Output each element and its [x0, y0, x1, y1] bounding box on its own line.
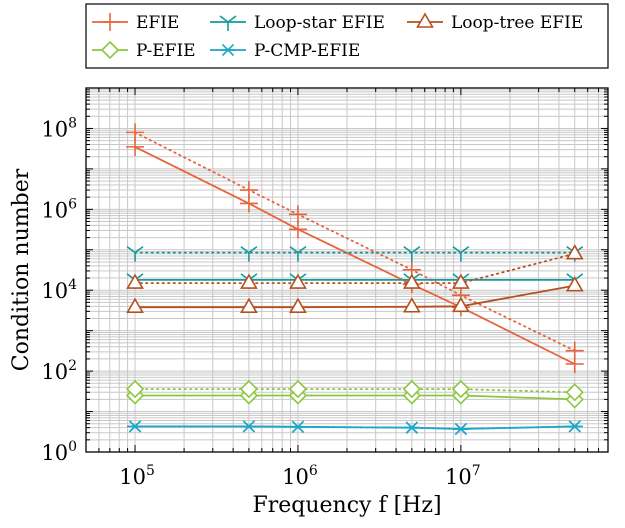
- triangle-marker: [402, 273, 421, 289]
- y-tick-label: 100: [41, 439, 77, 465]
- y-tick-label: 106: [41, 196, 77, 222]
- series-line: [135, 394, 575, 401]
- series-7: [125, 379, 584, 402]
- y-tick-label: 102: [41, 358, 77, 384]
- x-tick-label: 107: [445, 463, 481, 489]
- legend-item: P-CMP-EFIE: [210, 41, 360, 61]
- triangle-marker: [416, 12, 434, 28]
- diamond-marker: [451, 379, 471, 399]
- triangle-marker: [126, 273, 144, 289]
- asterisk-marker: [289, 420, 306, 433]
- triangle-marker: [402, 297, 421, 313]
- plus-marker: [565, 341, 584, 360]
- diamond-marker: [565, 383, 584, 402]
- y-tick-label: 108: [41, 115, 77, 141]
- legend-label: P-CMP-EFIE: [254, 41, 360, 61]
- series-line: [134, 146, 576, 365]
- plus-marker: [126, 123, 145, 142]
- legend-label: Loop-tree EFIE: [451, 13, 583, 33]
- asterisk-marker: [566, 420, 583, 433]
- triangle-marker: [289, 273, 307, 289]
- series-2: [126, 273, 584, 289]
- series-9: [127, 420, 583, 436]
- diamond-marker: [402, 379, 421, 399]
- series-line: [135, 284, 575, 309]
- legend-item: P-EFIE: [92, 40, 196, 61]
- series-line: [134, 425, 576, 430]
- triangle-marker: [451, 296, 470, 313]
- tri-marker: [219, 15, 237, 31]
- y-axis-label: Condition number: [9, 168, 34, 371]
- tri-marker: [452, 245, 470, 262]
- series-line: [134, 252, 576, 284]
- triangle-marker: [126, 297, 144, 314]
- series-4: [126, 276, 584, 314]
- diamond-marker: [100, 40, 120, 60]
- asterisk-marker: [220, 43, 236, 57]
- plus-marker: [239, 181, 258, 200]
- legend-label: EFIE: [136, 13, 179, 33]
- legend-label: P-EFIE: [136, 41, 196, 61]
- diamond-marker: [239, 379, 259, 399]
- tri-marker: [403, 245, 421, 262]
- legend-item: EFIE: [92, 13, 179, 33]
- axis-ticks: 105 106 107 100 102 104 106 108: [41, 87, 609, 489]
- asterisk-marker: [403, 421, 420, 434]
- diamond-marker: [125, 379, 145, 399]
- series-1: [126, 123, 584, 360]
- legend-item: Loop-tree EFIE: [407, 12, 583, 33]
- diamond-marker: [288, 379, 308, 399]
- series-line: [134, 388, 576, 394]
- plus-marker: [101, 13, 119, 31]
- asterisk-marker: [452, 422, 469, 436]
- x-tick-label: 105: [119, 463, 155, 489]
- asterisk-marker: [127, 420, 144, 433]
- x-tick-label: 106: [282, 463, 318, 489]
- tri-marker: [126, 245, 144, 262]
- legend-box: [85, 3, 609, 69]
- series-line: [134, 131, 576, 352]
- series-5: [126, 244, 584, 289]
- y-tick-label: 104: [41, 277, 77, 303]
- triangle-marker: [240, 297, 258, 314]
- legend-label: Loop-star EFIE: [254, 13, 385, 33]
- plus-marker: [288, 205, 307, 224]
- legend: EFIE Loop-star EFIE Loop-tree EFIE P-EFIE P-…: [85, 3, 609, 69]
- asterisk-marker: [240, 420, 257, 433]
- triangle-marker: [451, 273, 470, 289]
- triangle-marker: [565, 244, 584, 260]
- triangle-marker: [240, 273, 258, 289]
- triangle-marker: [565, 276, 584, 292]
- tri-marker: [289, 245, 307, 262]
- x-axis-label: Frequency f [Hz]: [252, 493, 441, 518]
- tri-marker: [240, 245, 258, 262]
- legend-item: Loop-star EFIE: [210, 13, 385, 33]
- triangle-marker: [289, 297, 307, 314]
- series-lines: [125, 123, 584, 436]
